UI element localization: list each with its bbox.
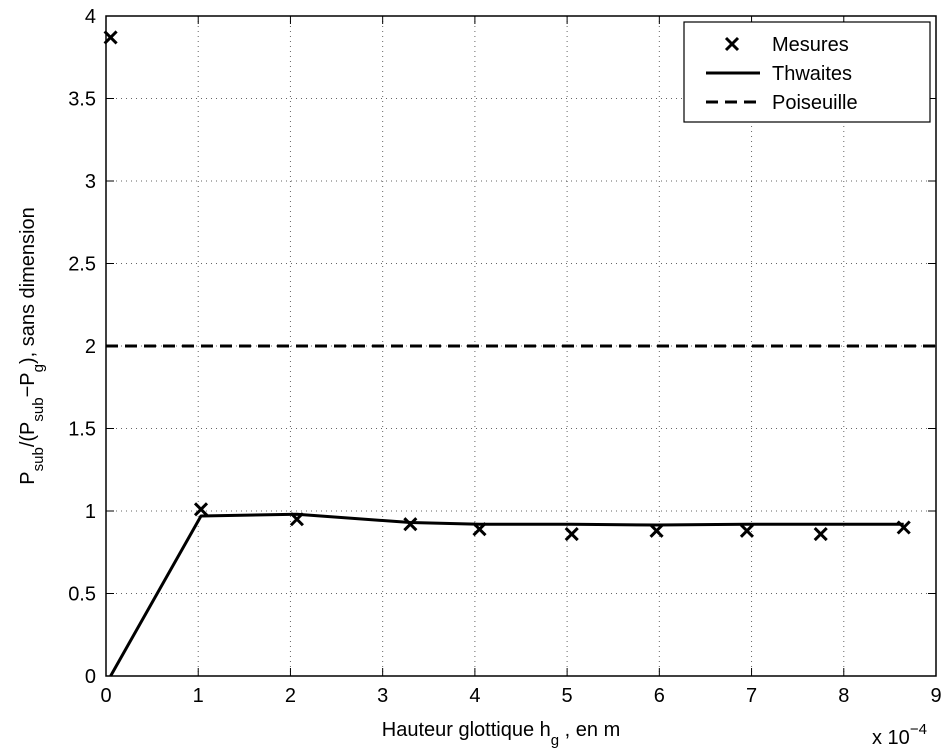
y-tick-label: 4	[85, 6, 96, 28]
legend-label-mesures: Mesures	[772, 34, 849, 56]
x-tick-label: 3	[377, 685, 388, 707]
marker-mesures	[103, 30, 118, 45]
series-layer	[103, 30, 936, 677]
x-tick-label: 5	[562, 685, 573, 707]
marker-mesures	[403, 517, 418, 532]
y-tick-label: 1.5	[68, 419, 96, 441]
y-tick-label: 1	[85, 501, 96, 523]
x-axis-multiplier: x 10−4	[872, 721, 927, 749]
x-tick-label: 6	[654, 685, 665, 707]
x-tick-label: 2	[285, 685, 296, 707]
x-tick-label: 9	[930, 685, 941, 707]
y-tick-label: 2	[85, 336, 96, 358]
marker-mesures	[193, 502, 209, 517]
line-thwaites	[109, 512, 904, 677]
legend-marker-mesures	[724, 36, 740, 52]
y-axis-title: Psub/(Psub−Pg), sans dimension	[17, 207, 47, 484]
x-tick-label: 4	[469, 685, 480, 707]
x-tick-label: 0	[100, 685, 111, 707]
y-tick-label: 3	[85, 171, 96, 193]
axis-ticks: 0 1 2 3 4 5 6 7 8 9 0 0.5 1 1.5 2 2.5 3 3.5 4	[68, 6, 941, 707]
legend: Mesures Thwaites Poiseuille	[683, 21, 931, 123]
x-tick-label: 1	[193, 685, 204, 707]
y-tick-label: 3.5	[68, 89, 96, 111]
legend-label-thwaites: Thwaites	[772, 63, 852, 85]
marker-mesures	[739, 523, 755, 538]
marker-mesures	[649, 523, 664, 538]
y-tick-label: 2.5	[68, 254, 96, 276]
legend-label-poiseuille: Poiseuille	[772, 92, 858, 114]
y-tick-label: 0.5	[68, 584, 96, 606]
y-tick-label: 0	[85, 666, 96, 688]
x-tick-label: 7	[746, 685, 757, 707]
marker-mesures	[564, 527, 579, 542]
marker-mesures	[813, 527, 828, 542]
x-tick-label: 8	[838, 685, 849, 707]
x-axis-title: Hauteur glottique hg , en m	[382, 719, 621, 749]
